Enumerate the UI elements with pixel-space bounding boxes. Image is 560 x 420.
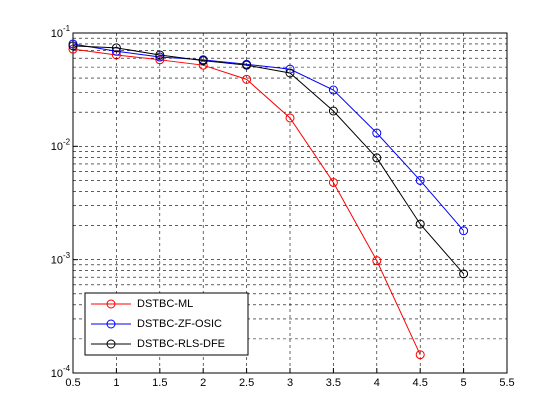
marker — [459, 226, 469, 236]
marker — [155, 50, 165, 60]
x-tick-label: 3.5 — [326, 377, 341, 389]
marker — [68, 44, 78, 54]
x-tick-label: 0.5 — [65, 377, 80, 389]
marker — [198, 56, 208, 66]
y-tick-label: 10 — [51, 28, 63, 40]
marker — [459, 269, 469, 279]
marker — [242, 74, 252, 84]
series-line — [72, 43, 464, 232]
marker — [415, 350, 425, 360]
series-line — [72, 45, 464, 275]
legend-label: DSTBC-RLS-DFE — [137, 338, 225, 350]
legend-label: DSTBC-ML — [137, 298, 193, 310]
marker — [155, 55, 165, 65]
x-tick-label: 5 — [461, 377, 467, 389]
legend-marker — [106, 319, 116, 329]
marker — [68, 41, 78, 51]
x-tick-label: 3 — [287, 377, 293, 389]
legend: DSTBC-ML DSTBC-ZF-OSIC DSTBC-RLS-DFE — [84, 292, 249, 356]
axes-box — [72, 32, 508, 374]
y-tick-exponent: -4 — [63, 364, 71, 373]
x-tick-label: 2 — [200, 377, 206, 389]
marker — [372, 153, 382, 163]
marker — [328, 106, 338, 116]
x-tick-label: 4.5 — [413, 377, 428, 389]
legend-marker — [106, 339, 116, 349]
y-tick-label: 10 — [51, 255, 63, 267]
y-tick-exponent: -1 — [63, 24, 71, 33]
marker — [111, 46, 121, 56]
y-tick-label: 10 — [51, 141, 63, 153]
legend-label: DSTBC-ZF-OSIC — [137, 318, 222, 330]
x-tick-label: 5.5 — [499, 377, 514, 389]
marker — [415, 219, 425, 229]
marker — [328, 177, 338, 187]
marker — [198, 60, 208, 70]
marker — [285, 68, 295, 78]
legend-marker — [106, 299, 116, 309]
marker — [328, 85, 338, 95]
marker — [111, 43, 121, 53]
y-tick-label: 10 — [51, 368, 63, 380]
y-tick-exponent: -3 — [63, 251, 71, 260]
marker — [415, 175, 425, 185]
y-tick-exponent: -2 — [63, 137, 71, 146]
x-tick-label: 2.5 — [239, 377, 254, 389]
marker — [285, 113, 295, 123]
x-tick-label: 1 — [113, 377, 119, 389]
series-line — [72, 48, 421, 355]
marker — [372, 128, 382, 138]
marker — [242, 60, 252, 70]
x-tick-label: 4 — [374, 377, 380, 389]
x-tick-label: 1.5 — [152, 377, 167, 389]
marker — [372, 256, 382, 266]
